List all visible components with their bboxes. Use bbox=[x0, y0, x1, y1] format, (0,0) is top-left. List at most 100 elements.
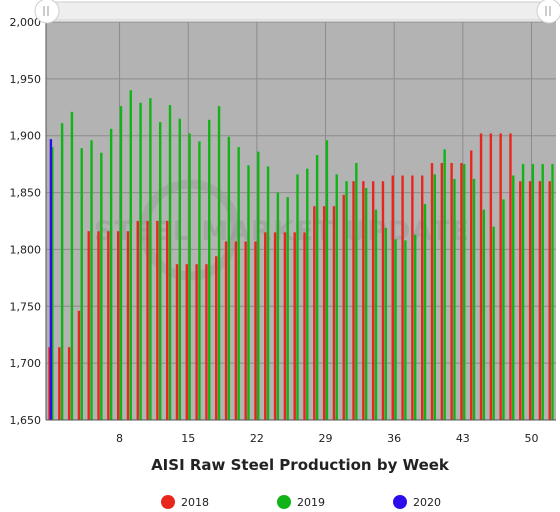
bar-2019-week-1[interactable] bbox=[51, 147, 54, 420]
bar-2019-week-17[interactable] bbox=[208, 119, 211, 420]
bar-2019-week-50[interactable] bbox=[531, 164, 535, 420]
bar-2018-week-51[interactable] bbox=[538, 181, 542, 420]
bar-2018-week-26[interactable] bbox=[293, 232, 296, 420]
bar-2018-week-8[interactable] bbox=[116, 231, 120, 420]
bar-2019-week-14[interactable] bbox=[178, 118, 181, 420]
bar-2019-week-8[interactable] bbox=[119, 106, 123, 421]
bar-2019-week-7[interactable] bbox=[109, 128, 113, 420]
bar-2018-week-33[interactable] bbox=[362, 181, 365, 420]
bar-2019-week-32[interactable] bbox=[355, 163, 358, 420]
bar-2018-week-39[interactable] bbox=[421, 175, 424, 420]
bar-2019-week-27[interactable] bbox=[306, 168, 309, 420]
bar-2018-week-20[interactable] bbox=[234, 241, 238, 420]
range-navigator[interactable] bbox=[34, 0, 560, 24]
bar-2019-week-16[interactable] bbox=[198, 141, 201, 420]
bar-2019-week-22[interactable] bbox=[257, 151, 260, 420]
bar-2018-week-21[interactable] bbox=[244, 241, 247, 420]
bar-2019-week-39[interactable] bbox=[423, 203, 427, 420]
bar-2019-week-4[interactable] bbox=[80, 148, 83, 420]
bar-2019-week-40[interactable] bbox=[433, 174, 436, 420]
bar-2019-week-36[interactable] bbox=[394, 239, 397, 420]
bar-2018-week-30[interactable] bbox=[332, 206, 336, 420]
bar-2018-week-45[interactable] bbox=[479, 133, 483, 420]
legend-item-2018[interactable]: 2018 bbox=[161, 495, 209, 509]
legend-item-2019[interactable]: 2019 bbox=[277, 495, 325, 509]
bar-2018-week-24[interactable] bbox=[273, 232, 277, 420]
bar-2019-week-25[interactable] bbox=[286, 197, 289, 420]
bar-2019-week-12[interactable] bbox=[158, 122, 162, 420]
bar-2018-week-36[interactable] bbox=[391, 175, 394, 420]
bar-2019-week-3[interactable] bbox=[70, 111, 74, 420]
legend[interactable]: 2018 2019 2020 bbox=[161, 495, 441, 509]
bar-2019-week-24[interactable] bbox=[276, 192, 280, 420]
bar-2018-week-42[interactable] bbox=[450, 163, 453, 420]
bar-2019-week-44[interactable] bbox=[472, 178, 476, 420]
bar-2018-week-3[interactable] bbox=[67, 347, 71, 420]
bar-2019-week-33[interactable] bbox=[364, 188, 368, 420]
bar-2018-week-18[interactable] bbox=[215, 256, 218, 420]
bar-2019-week-35[interactable] bbox=[384, 227, 387, 420]
bar-2019-week-20[interactable] bbox=[237, 147, 240, 420]
navigator-left-handle[interactable] bbox=[34, 0, 60, 24]
bar-2019-week-21[interactable] bbox=[247, 165, 250, 420]
bar-2018-week-7[interactable] bbox=[107, 231, 110, 420]
bar-2018-week-19[interactable] bbox=[224, 241, 228, 420]
bar-2019-week-11[interactable] bbox=[149, 98, 152, 420]
bar-2018-week-6[interactable] bbox=[97, 231, 100, 420]
bar-2019-week-29[interactable] bbox=[325, 140, 329, 420]
bar-2019-week-19[interactable] bbox=[227, 136, 231, 420]
bar-2018-week-48[interactable] bbox=[509, 133, 512, 420]
bar-2018-week-34[interactable] bbox=[371, 181, 375, 420]
bar-2018-week-44[interactable] bbox=[470, 150, 473, 421]
bar-2018-week-14[interactable] bbox=[175, 264, 179, 420]
bar-2018-week-52[interactable] bbox=[548, 181, 551, 420]
bar-2018-week-29[interactable] bbox=[322, 206, 326, 420]
bar-2018-week-11[interactable] bbox=[146, 221, 149, 420]
bar-2019-week-28[interactable] bbox=[315, 155, 319, 421]
bar-2019-week-18[interactable] bbox=[217, 106, 221, 421]
bar-2018-week-16[interactable] bbox=[195, 264, 198, 420]
bar-2018-week-5[interactable] bbox=[87, 231, 90, 420]
bar-2019-week-34[interactable] bbox=[374, 209, 378, 420]
bar-2019-week-26[interactable] bbox=[296, 174, 299, 420]
bar-2019-week-37[interactable] bbox=[404, 240, 407, 420]
bar-2018-week-1[interactable] bbox=[48, 347, 51, 420]
bar-2020-week-1[interactable] bbox=[49, 139, 53, 420]
bar-2018-week-25[interactable] bbox=[283, 232, 287, 420]
bar-2019-week-15[interactable] bbox=[188, 133, 191, 420]
bar-2018-week-17[interactable] bbox=[205, 264, 208, 420]
bar-2018-week-23[interactable] bbox=[264, 232, 267, 420]
bar-2019-week-42[interactable] bbox=[453, 178, 456, 420]
bar-2018-week-31[interactable] bbox=[342, 194, 345, 420]
bar-2018-week-50[interactable] bbox=[528, 181, 532, 420]
bar-2019-week-38[interactable] bbox=[413, 234, 417, 420]
bar-2018-week-32[interactable] bbox=[352, 181, 355, 420]
bar-2018-week-41[interactable] bbox=[440, 163, 444, 420]
bar-2018-week-47[interactable] bbox=[499, 133, 502, 420]
bar-2018-week-13[interactable] bbox=[166, 221, 169, 420]
navigator-track[interactable] bbox=[39, 1, 553, 21]
bar-2018-week-46[interactable] bbox=[489, 133, 493, 420]
bar-2019-week-41[interactable] bbox=[443, 149, 446, 421]
bar-2019-week-23[interactable] bbox=[266, 166, 270, 420]
bar-2019-week-49[interactable] bbox=[521, 164, 525, 420]
bar-2019-week-5[interactable] bbox=[90, 140, 93, 420]
bar-2018-week-27[interactable] bbox=[303, 232, 306, 420]
legend-item-2020[interactable]: 2020 bbox=[393, 495, 441, 509]
bar-2019-week-52[interactable] bbox=[551, 164, 554, 420]
bar-2018-week-10[interactable] bbox=[136, 221, 139, 420]
bar-2018-week-37[interactable] bbox=[401, 175, 404, 420]
bar-2019-week-46[interactable] bbox=[492, 226, 495, 420]
bar-2019-week-10[interactable] bbox=[139, 102, 142, 421]
bar-2018-week-43[interactable] bbox=[460, 163, 463, 420]
bar-2018-week-40[interactable] bbox=[430, 163, 434, 420]
bar-2018-week-28[interactable] bbox=[313, 206, 316, 420]
bar-2019-week-30[interactable] bbox=[335, 174, 338, 420]
bar-2018-week-9[interactable] bbox=[126, 231, 130, 420]
bar-2018-week-4[interactable] bbox=[77, 310, 81, 420]
bar-2019-week-13[interactable] bbox=[168, 105, 172, 420]
bar-2018-week-38[interactable] bbox=[411, 175, 414, 420]
bar-2019-week-31[interactable] bbox=[345, 181, 348, 420]
bar-2018-week-35[interactable] bbox=[381, 181, 385, 420]
bar-2018-week-49[interactable] bbox=[519, 181, 522, 420]
